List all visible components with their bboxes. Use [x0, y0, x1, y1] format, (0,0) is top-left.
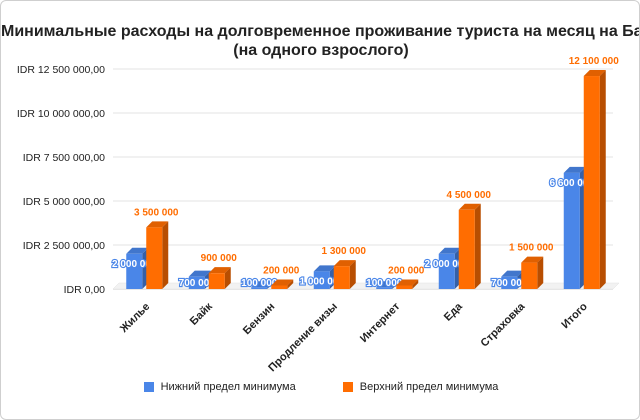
value-label-lower: 700 000: [491, 278, 528, 289]
bar-top: [126, 247, 149, 254]
x-tick-label: Страховка: [478, 300, 527, 349]
value-label-lower: 6 600 000: [550, 178, 595, 189]
y-tick-label: IDR 10 000 000,00: [17, 108, 105, 120]
bar-upper: [458, 209, 475, 289]
legend-item-upper: Верхний предел минимума: [342, 381, 499, 393]
value-label-lower: 100 000: [366, 278, 403, 289]
bar-side: [412, 279, 419, 289]
chart-title-line-2: (на одного взрослого): [233, 42, 409, 59]
y-tick-label: IDR 12 500 000,00: [17, 64, 105, 76]
bar-lower: [563, 172, 580, 289]
bar-side: [162, 221, 169, 289]
value-label-upper: 1 500 000: [509, 243, 554, 254]
value-label-upper: 4 500 000: [447, 190, 492, 201]
legend-swatch-upper: [342, 382, 353, 392]
bar-side: [267, 281, 274, 289]
bar-top: [521, 256, 544, 263]
x-tick-label: Еда: [442, 300, 466, 324]
bar-top: [583, 70, 606, 77]
y-tick-label: IDR 7 500 000,00: [23, 152, 105, 164]
value-label-upper: 200 000: [388, 265, 425, 276]
x-tick-label: Интернет: [358, 300, 403, 345]
bar-top: [501, 270, 524, 277]
legend-label-lower: Нижний предел минимума: [160, 381, 296, 393]
value-label-upper: 200 000: [263, 265, 300, 276]
y-tick-label: IDR 2 500 000,00: [23, 240, 105, 252]
x-tick-label: Бензин: [241, 301, 277, 337]
chart-title-line-1: Минимальные расходы на долговременное пр…: [1, 23, 640, 40]
bar-lower: [313, 271, 330, 289]
value-label-lower: 1 000 000: [300, 276, 345, 287]
y-tick-label: IDR 0,00: [64, 284, 106, 296]
legend-item-lower: Нижний предел минимума: [143, 381, 296, 393]
bar-upper: [583, 76, 600, 289]
bar-top: [271, 279, 294, 286]
bar-top: [458, 203, 481, 210]
bar-top: [563, 166, 586, 173]
bar-upper: [521, 262, 538, 289]
bar-upper: [271, 285, 288, 289]
bar-upper: [396, 285, 413, 289]
bar-side: [599, 70, 606, 289]
bar-lower: [438, 253, 455, 289]
bar-top: [146, 221, 169, 228]
bar-lower: [501, 276, 518, 289]
bar-side: [224, 267, 231, 289]
value-label-upper: 3 500 000: [134, 207, 179, 218]
bar-top: [208, 267, 231, 274]
y-tick-label: IDR 5 000 000,00: [23, 196, 105, 208]
bar-side: [349, 260, 356, 289]
bar-lower: [188, 276, 205, 289]
value-label-upper: 900 000: [201, 253, 238, 264]
bar-top: [188, 270, 211, 277]
value-label-upper: 1 300 000: [322, 246, 367, 257]
bar-upper: [208, 273, 225, 289]
bar-side: [474, 203, 481, 289]
bar-top: [396, 279, 419, 286]
x-tick-label: Байк: [188, 300, 215, 327]
value-label-lower: 2 000 000: [112, 259, 157, 270]
bar-side: [392, 281, 399, 289]
bar-lower: [376, 287, 393, 289]
chart-legend: Нижний предел минимума Верхний предел ми…: [1, 381, 639, 395]
value-label-lower: 700 000: [179, 278, 216, 289]
bar-top: [333, 260, 356, 267]
value-label-upper: 12 100 000: [569, 56, 619, 67]
bar-top: [376, 281, 399, 288]
bar-lower: [126, 253, 143, 289]
bar-top: [438, 247, 461, 254]
chart-title: Минимальные расходы на долговременное пр…: [1, 22, 640, 60]
bar-lower: [251, 287, 268, 289]
value-label-lower: 100 000: [241, 278, 278, 289]
bar-side: [537, 256, 544, 289]
bar-side: [287, 279, 294, 289]
legend-label-upper: Верхний предел минимума: [359, 381, 499, 393]
bar-upper: [333, 266, 350, 289]
x-tick-label: Продление визы: [266, 301, 340, 375]
value-label-lower: 2 000 000: [425, 259, 470, 270]
x-tick-label: Итого: [559, 300, 590, 331]
legend-swatch-lower: [143, 382, 154, 392]
bar-top: [313, 265, 336, 272]
bar-upper: [146, 227, 163, 289]
bar-top: [251, 281, 274, 288]
x-tick-label: Жилье: [117, 301, 152, 336]
